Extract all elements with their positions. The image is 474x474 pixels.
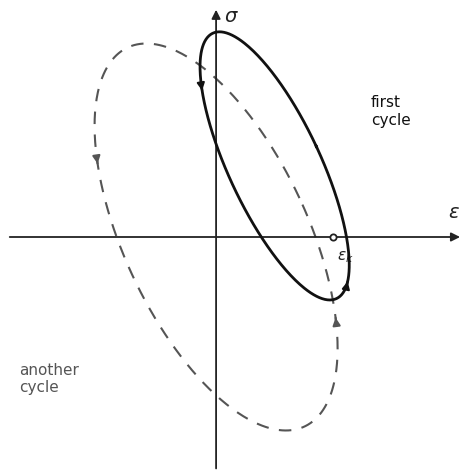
- Text: another
cycle: another cycle: [19, 363, 79, 395]
- Text: $\varepsilon_k$: $\varepsilon_k$: [337, 249, 354, 265]
- Text: σ: σ: [225, 7, 237, 26]
- Text: first
cycle: first cycle: [371, 95, 410, 128]
- Text: ε: ε: [448, 203, 459, 222]
